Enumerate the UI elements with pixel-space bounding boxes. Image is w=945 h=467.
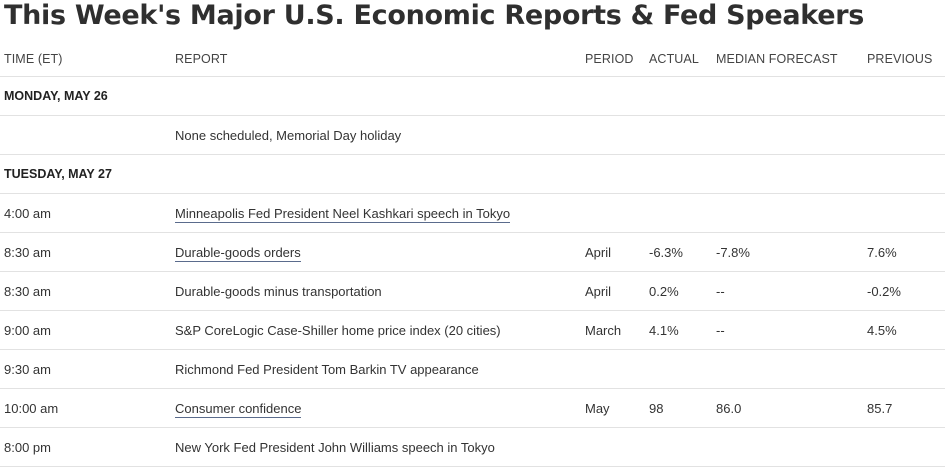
time-cell: 10:00 am (0, 388, 171, 428)
period-cell: April (581, 271, 645, 311)
actual-cell (645, 349, 712, 389)
period-cell (581, 193, 645, 233)
forecast-cell: -7.8% (712, 232, 863, 272)
table-row: 8:30 am Durable-goods minus transportati… (0, 271, 945, 311)
report-cell: None scheduled, Memorial Day holiday (171, 115, 945, 155)
previous-cell (863, 349, 945, 389)
header-report: REPORT (171, 41, 581, 77)
report-link-consumer-confidence[interactable]: Consumer confidence (175, 400, 302, 418)
period-cell (581, 349, 645, 389)
time-cell: 8:30 am (0, 271, 171, 311)
report-cell: Minneapolis Fed President Neel Kashkari … (171, 193, 581, 233)
previous-cell: 4.5% (863, 310, 945, 350)
period-cell: April (581, 232, 645, 272)
header-time: TIME (ET) (0, 41, 171, 77)
previous-cell: 7.6% (863, 232, 945, 272)
table-row: 10:00 am Consumer confidence May 98 86.0… (0, 388, 945, 428)
actual-cell: 0.2% (645, 271, 712, 311)
table-row: None scheduled, Memorial Day holiday (0, 115, 945, 155)
previous-cell: 85.7 (863, 388, 945, 428)
previous-cell (863, 427, 945, 467)
forecast-cell: 86.0 (712, 388, 863, 428)
header-median-forecast: MEDIAN FORECAST (712, 41, 863, 77)
actual-cell (645, 193, 712, 233)
time-cell: 9:30 am (0, 349, 171, 389)
table-row: 9:00 am S&P CoreLogic Case-Shiller home … (0, 310, 945, 350)
report-cell: Durable-goods minus transportation (171, 271, 581, 311)
header-period: PERIOD (581, 41, 645, 77)
report-cell: New York Fed President John Williams spe… (171, 427, 581, 467)
time-cell: 8:30 am (0, 232, 171, 272)
period-cell: March (581, 310, 645, 350)
report-cell: Consumer confidence (171, 388, 581, 428)
time-cell (0, 115, 171, 155)
forecast-cell: -- (712, 310, 863, 350)
economic-reports-table: TIME (ET) REPORT PERIOD ACTUAL MEDIAN FO… (0, 41, 945, 467)
forecast-cell (712, 349, 863, 389)
forecast-cell (712, 427, 863, 467)
report-cell: Richmond Fed President Tom Barkin TV app… (171, 349, 581, 389)
period-cell: May (581, 388, 645, 428)
table-row: 9:30 am Richmond Fed President Tom Barki… (0, 349, 945, 389)
table-row: 4:00 am Minneapolis Fed President Neel K… (0, 193, 945, 233)
forecast-cell (712, 193, 863, 233)
time-cell: 8:00 pm (0, 427, 171, 467)
time-cell: 9:00 am (0, 310, 171, 350)
day-label: MONDAY, MAY 26 (0, 76, 945, 116)
table-row: 8:00 pm New York Fed President John Will… (0, 427, 945, 467)
report-cell: S&P CoreLogic Case-Shiller home price in… (171, 310, 581, 350)
forecast-cell: -- (712, 271, 863, 311)
actual-cell: -6.3% (645, 232, 712, 272)
report-link-durable-goods[interactable]: Durable-goods orders (175, 244, 301, 262)
header-previous: PREVIOUS (863, 41, 945, 77)
header-actual: ACTUAL (645, 41, 712, 77)
previous-cell: -0.2% (863, 271, 945, 311)
actual-cell (645, 427, 712, 467)
previous-cell (863, 193, 945, 233)
time-cell: 4:00 am (0, 193, 171, 233)
day-row-monday: MONDAY, MAY 26 (0, 76, 945, 116)
day-row-tuesday: TUESDAY, MAY 27 (0, 154, 945, 194)
report-cell: Durable-goods orders (171, 232, 581, 272)
report-link-kashkari[interactable]: Minneapolis Fed President Neel Kashkari … (175, 205, 511, 223)
period-cell (581, 427, 645, 467)
table-header-row: TIME (ET) REPORT PERIOD ACTUAL MEDIAN FO… (0, 41, 945, 77)
actual-cell: 98 (645, 388, 712, 428)
table-row: 8:30 am Durable-goods orders April -6.3%… (0, 232, 945, 272)
day-label: TUESDAY, MAY 27 (0, 154, 945, 194)
page-title: This Week's Major U.S. Economic Reports … (4, 0, 864, 31)
actual-cell: 4.1% (645, 310, 712, 350)
